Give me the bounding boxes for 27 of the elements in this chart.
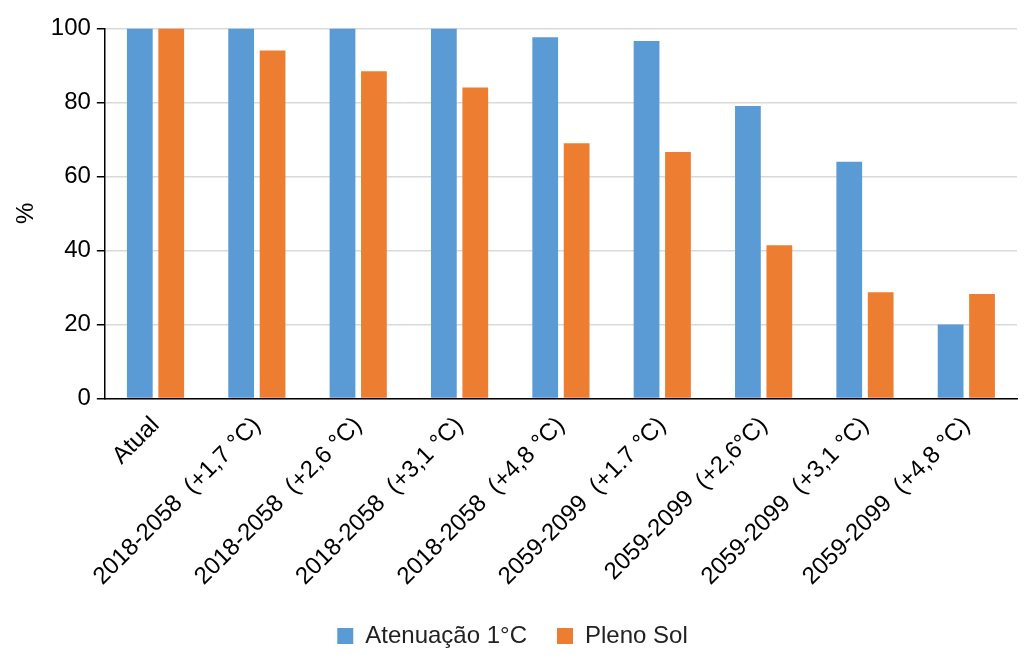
y-tick-label: 40 bbox=[64, 235, 91, 263]
bar bbox=[329, 28, 356, 398]
y-axis-title: % bbox=[11, 202, 39, 225]
bar bbox=[126, 28, 153, 398]
bar bbox=[158, 28, 185, 398]
bar bbox=[735, 106, 761, 398]
y-tick-label: 20 bbox=[64, 309, 91, 337]
bar bbox=[563, 143, 590, 398]
bar bbox=[633, 40, 660, 398]
bar bbox=[867, 292, 894, 398]
y-tick-label: 80 bbox=[64, 87, 91, 115]
bar bbox=[430, 28, 457, 398]
bar bbox=[462, 87, 489, 398]
bar bbox=[228, 28, 255, 398]
bar bbox=[766, 245, 793, 398]
bar bbox=[259, 50, 286, 398]
y-tick-label: 0 bbox=[77, 383, 91, 411]
bar bbox=[361, 71, 387, 398]
bar bbox=[937, 324, 964, 398]
y-tick-label: 100 bbox=[50, 13, 91, 41]
legend-label: Atenuação 1°C bbox=[365, 620, 527, 648]
y-tick-label: 60 bbox=[64, 161, 91, 189]
bar bbox=[665, 152, 691, 398]
bar bbox=[532, 37, 559, 398]
bar bbox=[969, 294, 995, 398]
bar bbox=[836, 161, 863, 398]
legend-label: Pleno Sol bbox=[584, 620, 688, 648]
